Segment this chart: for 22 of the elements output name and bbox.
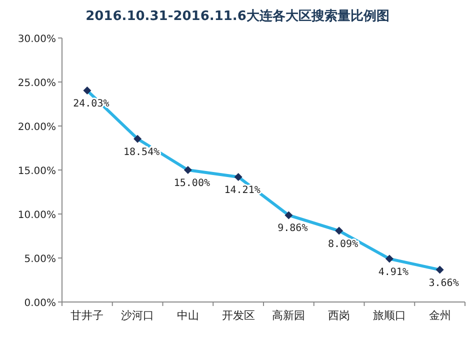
chart-title: 2016.10.31-2016.11.6大连各大区搜索量比例图 bbox=[86, 8, 390, 24]
x-tick-label: 西岗 bbox=[328, 309, 350, 322]
y-tick-label: 10.00% bbox=[18, 210, 56, 221]
y-tick-label: 30.00% bbox=[18, 34, 56, 45]
data-label: 4.91% bbox=[378, 266, 408, 278]
data-label: 3.66% bbox=[428, 278, 459, 289]
x-tick-label: 高新园 bbox=[272, 309, 306, 322]
y-tick-label: 15.00% bbox=[18, 166, 56, 177]
x-tick-label: 中山 bbox=[176, 309, 199, 322]
x-tick-label: 甘井子 bbox=[70, 309, 104, 322]
data-label: 18.54% bbox=[124, 146, 160, 158]
x-tick-label: 开发区 bbox=[222, 309, 255, 322]
data-label: 9.86% bbox=[278, 223, 308, 234]
x-tick-label: 旅顺口 bbox=[372, 309, 406, 322]
y-tick-label: 25.00% bbox=[18, 78, 56, 89]
data-label: 8.09% bbox=[328, 238, 358, 250]
y-tick-label: 5.00% bbox=[24, 254, 56, 265]
y-tick-label: 0.00% bbox=[24, 298, 56, 309]
y-tick-label: 20.00% bbox=[18, 122, 56, 133]
x-tick-label: 沙河口 bbox=[121, 309, 154, 322]
data-label: 15.00% bbox=[174, 178, 210, 189]
x-tick-label: 金州 bbox=[428, 309, 451, 322]
